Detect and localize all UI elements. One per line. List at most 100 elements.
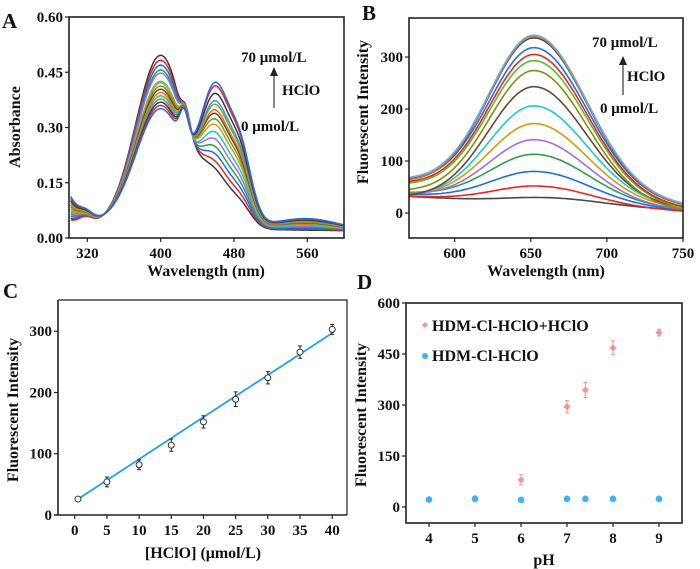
x-tick-label: 5 <box>471 531 479 547</box>
x-tick-label: 25 <box>228 523 243 539</box>
data-point <box>328 325 336 333</box>
x-tick-label: 8 <box>609 531 617 547</box>
emission-curve <box>409 170 684 211</box>
data-point-circle <box>471 495 479 503</box>
panel-a-annotation-top: 70 μmol/L <box>241 50 307 66</box>
panel-d-y-label: Fluorescent Intensity <box>353 343 370 487</box>
x-tick-label: 7 <box>563 531 571 547</box>
x-tick-label: 480 <box>223 246 246 262</box>
panel-c-frame-top-right <box>58 299 348 515</box>
panel-a-y-ticks: 0.00 0.15 0.30 0.45 0.60 <box>37 10 69 247</box>
panel-b-arrow-up-icon <box>619 56 627 65</box>
data-point-diamond <box>563 403 571 411</box>
y-tick-label: 0 <box>396 206 404 222</box>
panel-a-y-label: Absorbance <box>7 86 24 168</box>
panel-d-x-label: pH <box>533 552 555 569</box>
panel-a-letter: A <box>2 9 18 33</box>
data-point <box>135 461 143 469</box>
panel-b-frame <box>408 17 684 239</box>
panel-c-x-label: [HClO] (μmol/L) <box>145 545 261 562</box>
panel-d-plot-area <box>425 328 663 504</box>
x-tick-label: 750 <box>672 246 695 262</box>
emission-curve <box>408 185 684 212</box>
y-tick-label: 0.30 <box>37 121 63 137</box>
x-tick-label: 650 <box>520 246 543 262</box>
panel-d-frame <box>405 302 683 524</box>
panel-c-y-label: Fluorescent Intensity <box>5 338 22 482</box>
x-tick-label: 0 <box>71 523 79 539</box>
y-tick-label: 0.15 <box>37 176 63 192</box>
data-point-circle <box>609 495 617 503</box>
data-point-circle <box>425 496 433 503</box>
panel-b: B 600 650 700 750 0 100 200 300 Wavelength (nm… <box>355 1 694 280</box>
y-tick-label: 200 <box>381 102 404 118</box>
y-tick-label: 300 <box>378 398 401 414</box>
data-point <box>232 395 240 403</box>
legend-marker-circle <box>422 353 428 359</box>
panel-a-plot-area <box>70 54 344 232</box>
y-tick-label: 100 <box>381 154 404 170</box>
panel-b-letter: B <box>362 1 376 25</box>
emission-curve <box>408 122 684 209</box>
emission-curve <box>409 153 684 210</box>
y-tick-label: 0 <box>393 500 401 516</box>
x-tick-label: 400 <box>149 246 172 262</box>
x-tick-label: 30 <box>260 523 275 539</box>
x-tick-label: 6 <box>517 531 525 547</box>
x-tick-label: 15 <box>164 523 179 539</box>
x-tick-label: 4 <box>425 531 433 547</box>
panel-b-x-label: Wavelength (nm) <box>487 263 605 280</box>
data-point <box>167 441 175 449</box>
y-tick-label: 450 <box>378 347 401 363</box>
data-point-diamond <box>581 386 589 394</box>
emission-curve <box>408 105 684 207</box>
data-point <box>199 418 207 426</box>
x-tick-label: 40 <box>325 523 340 539</box>
data-point <box>103 478 111 486</box>
y-tick-label: 300 <box>381 50 404 66</box>
panel-c-x-ticks: 0 5 10 15 20 25 30 35 40 <box>71 515 340 539</box>
y-tick-label: 100 <box>30 447 53 463</box>
legend-label-probe: HDM-Cl-HClO <box>432 348 539 365</box>
emission-curve <box>408 46 684 206</box>
data-point-diamond <box>609 344 617 352</box>
emission-curve <box>408 53 684 208</box>
y-tick-label: 0.60 <box>37 10 63 26</box>
data-point-circle <box>517 496 525 504</box>
x-tick-label: 320 <box>76 246 99 262</box>
panel-b-plot-area <box>408 34 684 212</box>
absorbance-curve <box>70 81 344 226</box>
emission-curve <box>409 138 684 211</box>
panel-b-x-ticks: 600 650 700 750 <box>443 238 694 262</box>
emission-curve <box>408 69 684 211</box>
panel-d: D 4 5 6 7 8 9 0 150 300 450 600 pH Fluorescent In… <box>353 270 683 569</box>
y-tick-label: 0.00 <box>37 231 63 247</box>
data-point-circle <box>582 495 589 503</box>
panel-a-x-ticks: 320 400 480 560 <box>76 238 319 262</box>
panel-a-annotation-bottom: 0 μmol/L <box>241 119 299 135</box>
legend-marker-diamond <box>422 322 428 328</box>
y-tick-label: 300 <box>30 324 53 340</box>
data-point <box>74 495 82 503</box>
x-tick-label: 20 <box>196 523 211 539</box>
x-tick-label: 560 <box>296 246 319 262</box>
x-tick-label: 700 <box>596 246 619 262</box>
panel-c-letter: C <box>3 279 18 303</box>
panel-a-x-label: Wavelength (nm) <box>147 263 265 280</box>
x-tick-label: 10 <box>132 523 147 539</box>
panel-d-y-ticks: 0 150 300 450 600 <box>378 296 406 516</box>
panel-c-plot-area <box>74 324 336 503</box>
panel-d-x-ticks: 4 5 6 7 8 9 <box>425 523 663 547</box>
panel-a: A 320 400 480 560 0.00 0.15 0.30 0.45 0.60 Wave… <box>2 9 345 280</box>
panel-c: C 0 5 10 15 20 25 30 35 40 0 100 200 300 [HClO] (μm… <box>3 279 348 562</box>
data-point-circle <box>655 495 663 503</box>
x-tick-label: 35 <box>293 523 308 539</box>
panel-c-y-ticks: 0 100 200 300 <box>30 324 58 524</box>
legend-label-probe-plus-hclo: HDM-Cl-HClO+HClO <box>432 318 589 335</box>
panel-a-arrow-up-icon <box>270 67 278 76</box>
emission-curve <box>408 34 684 204</box>
emission-curve <box>408 35 684 205</box>
y-tick-label: 150 <box>378 449 401 465</box>
y-tick-label: 0 <box>45 508 53 524</box>
